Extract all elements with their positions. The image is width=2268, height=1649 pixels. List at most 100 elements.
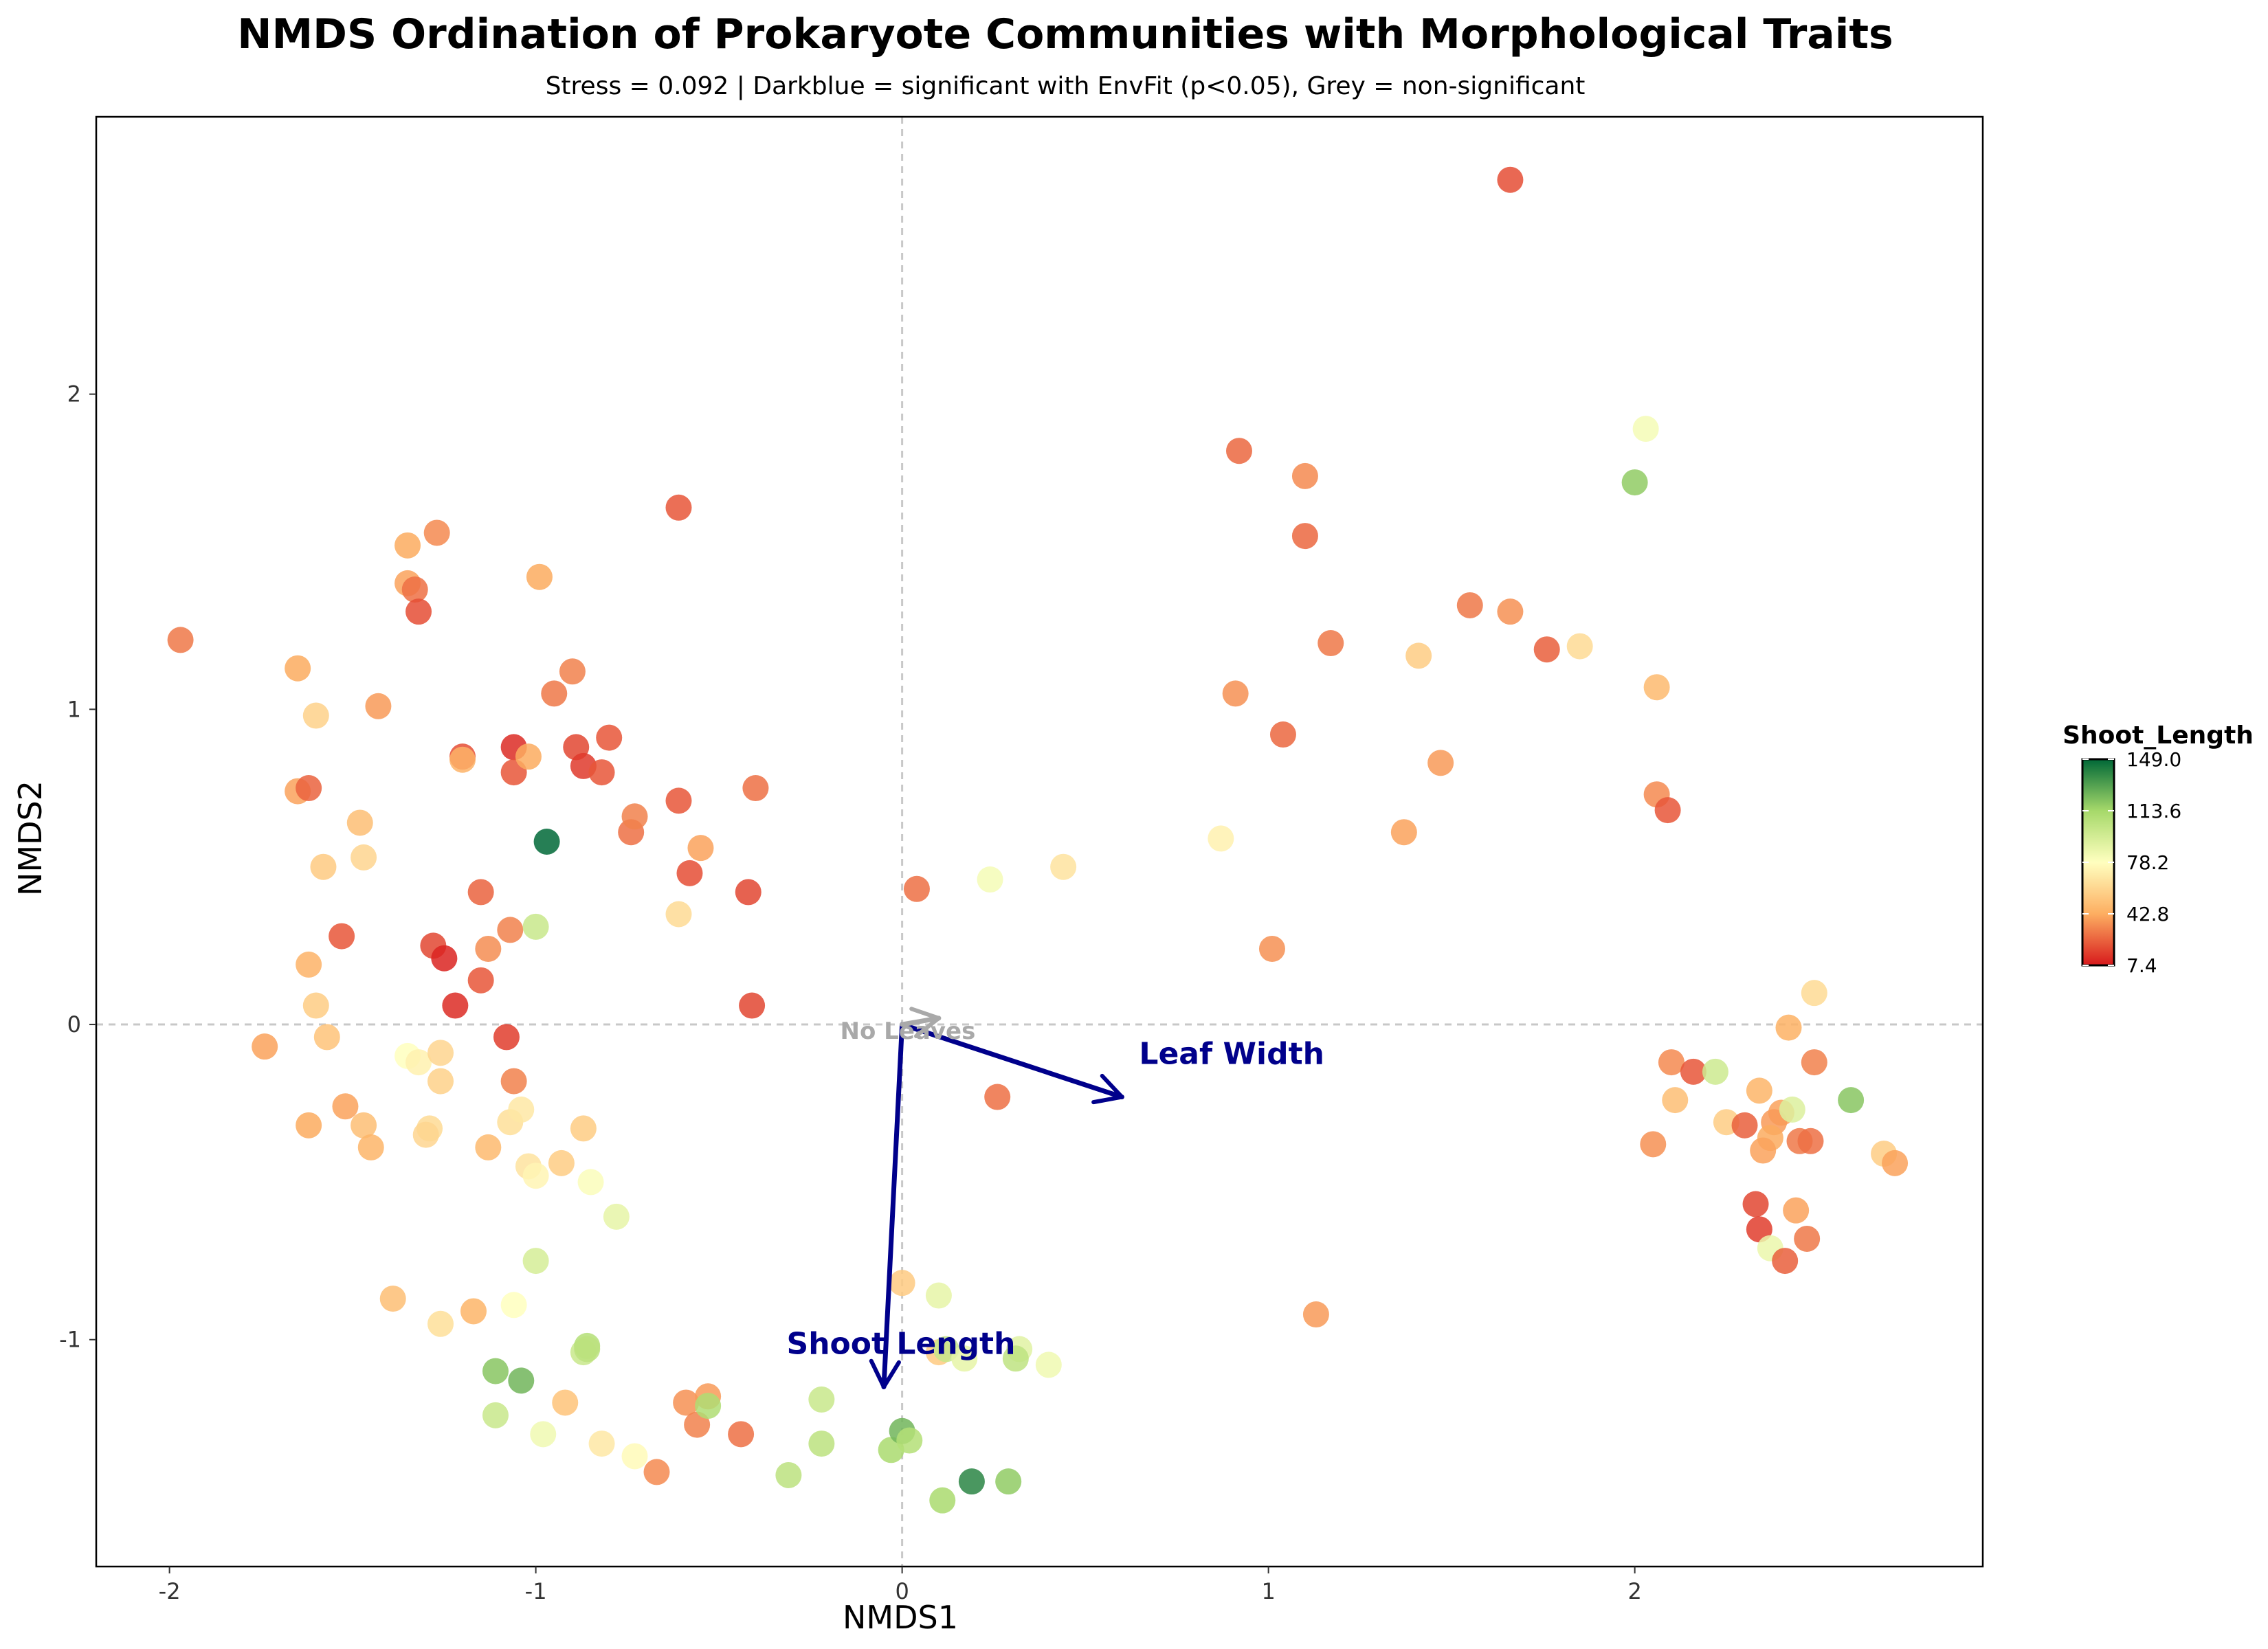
data-point xyxy=(346,809,373,836)
data-point xyxy=(1783,1197,1810,1224)
data-point xyxy=(497,917,524,943)
data-point xyxy=(167,627,194,653)
data-point xyxy=(508,1367,535,1394)
data-point xyxy=(1405,642,1432,669)
data-point xyxy=(739,992,766,1019)
data-point xyxy=(526,563,553,590)
data-point xyxy=(588,759,615,786)
plot-area: Leaf Width Shoot Length No Leaves -2 -1 0 1 2 -1… xyxy=(59,115,1984,1604)
data-point xyxy=(621,1443,648,1470)
data-point xyxy=(1882,1149,1909,1176)
data-point xyxy=(1702,1058,1728,1085)
colorbar-tick-label: 78.2 xyxy=(2126,851,2169,874)
data-point xyxy=(296,1112,322,1138)
data-point xyxy=(1779,1096,1805,1123)
data-point xyxy=(460,1298,487,1325)
x-tick-label: 2 xyxy=(1627,1578,1641,1604)
data-point xyxy=(467,879,494,906)
y-tick-label: 2 xyxy=(67,381,81,407)
data-point xyxy=(427,1310,454,1337)
data-point xyxy=(1750,1137,1777,1164)
data-point xyxy=(552,1389,579,1416)
data-point xyxy=(1680,1058,1706,1085)
vector-leaf-width: Leaf Width xyxy=(900,1022,1324,1105)
data-point xyxy=(252,1033,278,1060)
data-point xyxy=(449,746,476,773)
vector-label-shoot-length: Shoot Length xyxy=(787,1327,1016,1362)
data-point xyxy=(1258,935,1285,962)
data-point xyxy=(296,775,322,802)
data-point xyxy=(1746,1077,1772,1104)
data-point xyxy=(695,1393,722,1420)
data-point xyxy=(1797,1128,1824,1154)
data-point xyxy=(574,1336,601,1362)
vector-arrow-head xyxy=(1091,1073,1124,1105)
data-point xyxy=(1658,1049,1685,1076)
data-point xyxy=(515,743,542,770)
data-point xyxy=(643,1459,670,1485)
data-point xyxy=(296,951,322,978)
data-point xyxy=(329,923,355,950)
data-point xyxy=(541,680,568,707)
colorbar-tick-label: 149.0 xyxy=(2126,748,2181,771)
data-point xyxy=(1427,750,1454,776)
data-point xyxy=(559,658,586,685)
data-point xyxy=(475,935,502,962)
data-point xyxy=(522,1163,549,1189)
data-point xyxy=(365,693,392,719)
data-point xyxy=(896,1427,923,1454)
data-point xyxy=(1742,1191,1769,1218)
colorbar: Shoot_Length 7.4 42.8 78.2 113.6 149.0 xyxy=(2063,721,2254,977)
data-point xyxy=(302,992,329,1019)
data-point xyxy=(1208,825,1234,852)
data-point xyxy=(728,1421,755,1448)
data-point xyxy=(1050,853,1077,880)
data-point xyxy=(351,844,377,871)
data-point xyxy=(1772,1248,1799,1275)
colorbar-tick-label: 7.4 xyxy=(2126,954,2157,977)
data-point xyxy=(431,945,458,972)
data-point xyxy=(903,875,930,902)
data-point xyxy=(1801,1049,1827,1076)
data-point xyxy=(889,1270,915,1297)
data-point xyxy=(1746,1216,1772,1243)
data-point xyxy=(1497,598,1524,625)
data-point xyxy=(621,803,648,830)
data-point xyxy=(285,655,311,682)
data-point xyxy=(577,1169,604,1196)
data-point xyxy=(1838,1087,1865,1114)
data-point xyxy=(1390,819,1417,846)
data-point xyxy=(984,1084,1011,1110)
data-point xyxy=(1318,630,1344,657)
data-point xyxy=(1035,1351,1062,1378)
data-point xyxy=(958,1468,985,1495)
data-point xyxy=(357,1134,384,1160)
data-point xyxy=(687,835,714,862)
data-point xyxy=(603,1203,630,1230)
vector-arrow-shaft xyxy=(881,1022,905,1390)
data-point xyxy=(423,519,450,546)
data-point xyxy=(1794,1225,1821,1252)
data-point xyxy=(1621,469,1648,496)
data-point xyxy=(676,860,703,886)
data-point xyxy=(351,1112,377,1138)
chart-title: NMDS Ordination of Prokaryote Communitie… xyxy=(237,10,1893,58)
vector-arrow-head xyxy=(909,1007,941,1038)
data-point xyxy=(775,1461,802,1488)
data-point xyxy=(1640,1131,1667,1158)
data-point xyxy=(405,598,432,625)
plot-frame xyxy=(95,115,1984,1568)
data-point xyxy=(548,1149,575,1176)
data-point xyxy=(530,1421,557,1448)
data-point xyxy=(427,1040,454,1066)
data-point xyxy=(1533,636,1560,663)
data-point xyxy=(442,992,469,1019)
data-point xyxy=(665,494,692,521)
x-tick-label: 0 xyxy=(895,1578,909,1604)
data-point xyxy=(379,1286,406,1312)
data-point xyxy=(1801,980,1827,1007)
vector-label-no-leaves: No Leaves xyxy=(841,1018,976,1045)
data-point xyxy=(533,829,560,855)
data-point xyxy=(995,1468,1022,1495)
